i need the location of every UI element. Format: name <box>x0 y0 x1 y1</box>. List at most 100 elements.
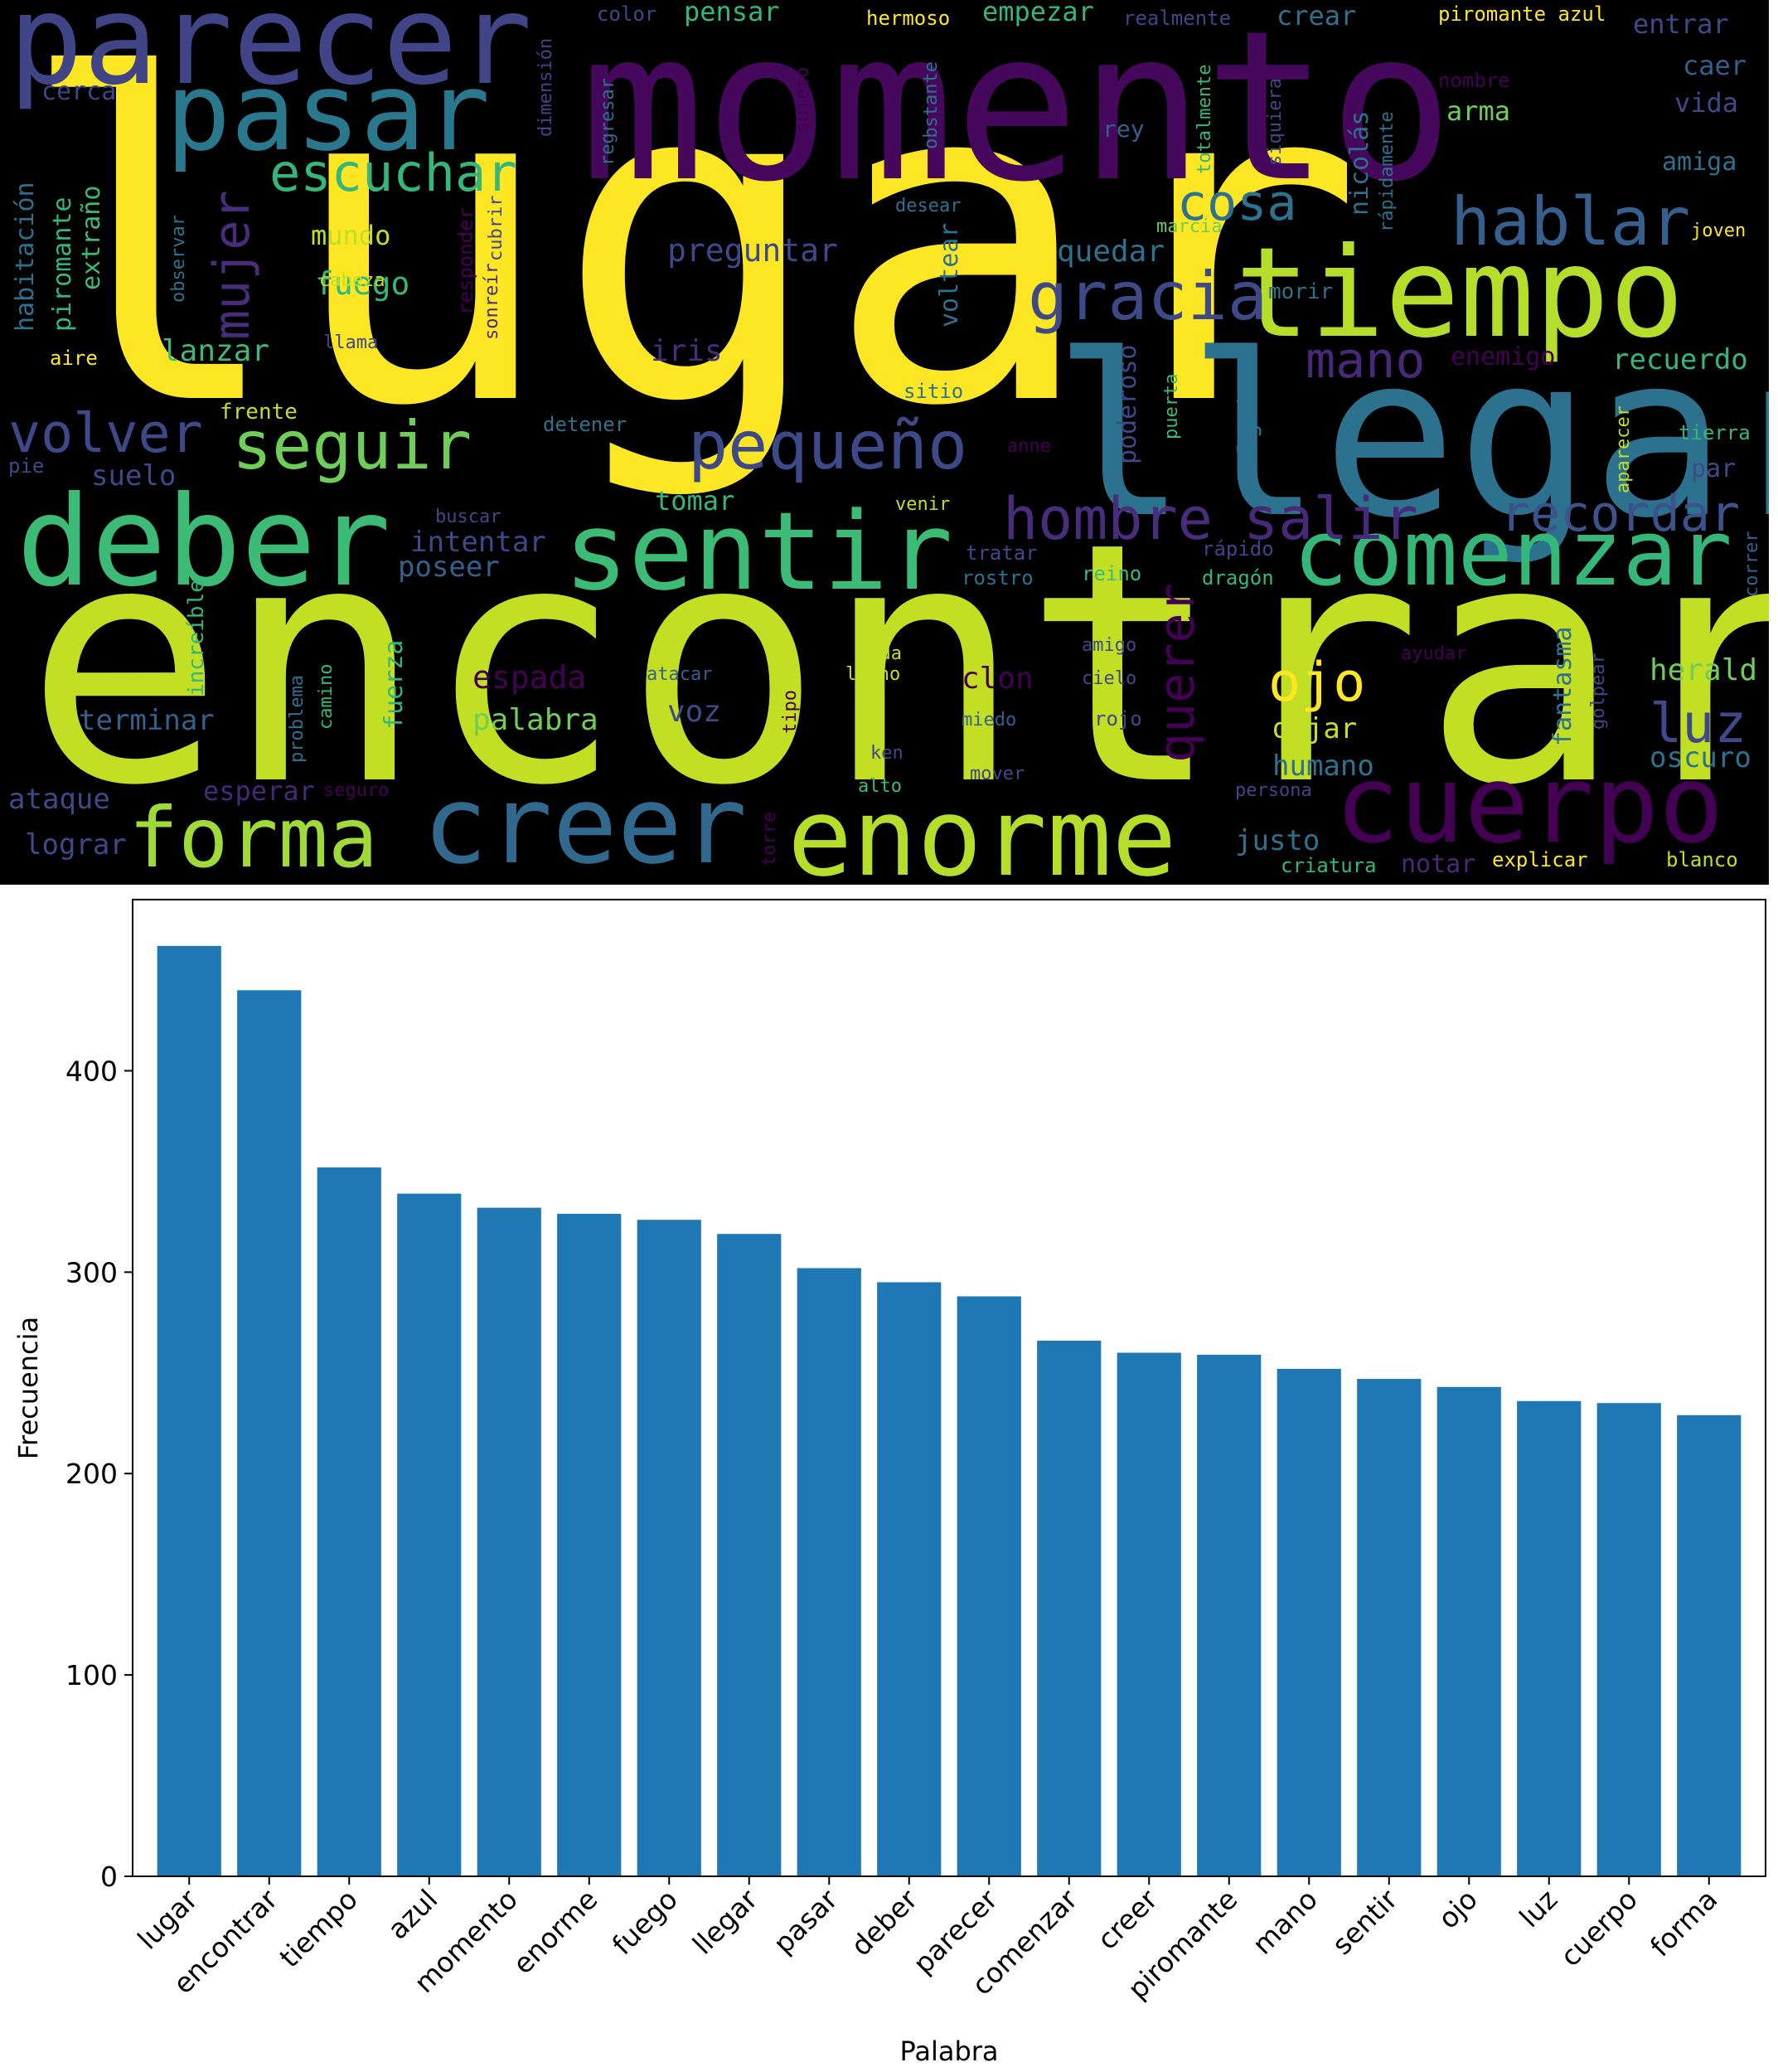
word-cloud-word: miedo <box>962 710 1016 730</box>
x-tick-label: fuego <box>606 1883 684 1961</box>
bar-azul <box>397 1193 462 1876</box>
word-cloud-word: tipo <box>780 690 801 734</box>
word-cloud-word: lleno <box>845 664 900 685</box>
bar-momento <box>477 1207 541 1876</box>
y-tick-label: 200 <box>65 1458 118 1490</box>
word-cloud-word: sentir <box>564 488 953 614</box>
word-cloud-background <box>0 0 1769 885</box>
word-cloud-word: volver <box>8 403 203 465</box>
word-cloud-word: justo <box>1235 824 1320 857</box>
word-cloud-word: golpear <box>1588 653 1609 730</box>
y-tick-label: 400 <box>65 1055 118 1087</box>
word-cloud-word: enorme <box>787 774 1177 885</box>
word-cloud-word: quedar <box>1057 235 1165 269</box>
word-cloud-word: regresar <box>598 78 618 166</box>
bar-pasar <box>797 1268 861 1876</box>
x-tick-label: azul <box>381 1883 443 1945</box>
word-cloud-word: par <box>1691 454 1736 483</box>
bar-llegar <box>717 1234 782 1876</box>
word-cloud-word: clon <box>962 662 1034 696</box>
word-cloud-word: voz <box>667 695 721 729</box>
word-cloud-word: creer <box>423 762 747 885</box>
x-tick-label: pasar <box>767 1883 844 1960</box>
word-cloud-word: hombre <box>1003 485 1213 553</box>
word-cloud-word: obstante <box>921 61 942 149</box>
y-axis-label: Frecuencia <box>12 1317 44 1459</box>
plot-border <box>132 899 1766 1877</box>
word-cloud-word: rostro <box>962 566 1034 590</box>
word-cloud-word: fuerza <box>380 640 409 730</box>
word-cloud-word: enemigo <box>1451 342 1555 371</box>
word-cloud-word: dragón <box>1202 566 1274 590</box>
word-cloud-word: desear <box>895 196 961 216</box>
bar-sentir <box>1357 1379 1422 1876</box>
word-cloud-word: sonreír <box>482 263 502 340</box>
word-cloud-word: encontrar <box>25 473 1769 858</box>
word-cloud-word: tomar <box>655 485 734 517</box>
word-cloud-word: problema <box>287 675 308 763</box>
bar-deber <box>877 1282 942 1876</box>
word-cloud-word: cielo <box>1082 668 1136 689</box>
word-cloud-word: piromante azul <box>1438 2 1606 26</box>
word-cloud-word: notar <box>1401 850 1475 879</box>
word-cloud-word: rey <box>1102 115 1145 143</box>
word-cloud-word: amigo <box>1082 635 1136 656</box>
word-cloud-word: frente <box>220 400 298 425</box>
word-cloud-word: atacar <box>647 664 712 685</box>
x-tick-label: sentir <box>1325 1883 1403 1961</box>
word-cloud-word: extraño <box>77 186 106 290</box>
word-cloud-word: tratar <box>966 541 1038 565</box>
word-cloud-word: comenzar <box>1293 500 1732 606</box>
x-tick-label: forma <box>1644 1883 1723 1963</box>
word-cloud-word: seguir <box>232 407 472 484</box>
word-cloud-word: explicar <box>1492 848 1588 871</box>
word-cloud-word: querer <box>1148 583 1206 763</box>
word-cloud-word: alguien <box>1233 364 1262 468</box>
word-cloud-word: fuego <box>315 265 409 302</box>
word-cloud-word: vida <box>1674 87 1738 119</box>
word-cloud-word: rojo <box>1094 707 1142 730</box>
word-cloud-word: siquiera <box>1265 78 1286 166</box>
word-cloud-word: increíble <box>184 580 209 696</box>
word-cloud-word: esperar <box>203 775 315 807</box>
bar-creer <box>1117 1352 1181 1876</box>
word-cloud-word: tiempo <box>1235 221 1684 366</box>
word-cloud-word: detener <box>543 413 627 436</box>
word-cloud-word: puerta <box>1161 374 1182 439</box>
x-tick-label: llegar <box>686 1883 764 1961</box>
word-cloud-word: aire <box>50 347 98 370</box>
word-cloud-word: ataque <box>8 783 110 816</box>
word-cloud-word: oscuro <box>1650 741 1751 774</box>
word-cloud-word: aparecer <box>1613 405 1634 493</box>
word-cloud-word: observar <box>168 215 189 303</box>
word-cloud-word: dimensión <box>535 38 556 137</box>
word-cloud-word: parecer <box>8 0 532 113</box>
word-cloud-word: llegar <box>1053 306 1769 567</box>
x-tick-label: ojo <box>1432 1883 1484 1935</box>
word-cloud-word: lograr <box>25 828 127 861</box>
word-cloud-word: rápidamente <box>1377 111 1398 232</box>
word-cloud-word: lugar <box>17 0 1364 504</box>
word-cloud-word: intentar <box>410 526 546 559</box>
word-cloud-word: mujer <box>203 190 261 340</box>
word-cloud-word: mover <box>970 764 1025 784</box>
word-cloud-word: salir <box>1243 485 1418 553</box>
word-cloud-word: preguntar <box>667 232 838 269</box>
x-axis-label: Palabra <box>899 2036 998 2067</box>
word-cloud-word: dejar <box>1272 712 1357 745</box>
word-cloud-word: lanzar <box>162 334 269 368</box>
word-cloud-word: cabeza <box>319 270 385 291</box>
word-cloud-word: caer <box>1683 50 1747 81</box>
word-cloud-word: pequeño <box>688 407 967 484</box>
word-cloud-word: joven <box>1691 221 1746 241</box>
word-cloud-word: llama <box>323 332 378 353</box>
x-tick-label: deber <box>845 1883 924 1963</box>
word-cloud-word: fantasma <box>1548 627 1577 747</box>
word-cloud-word: arma <box>1446 95 1510 127</box>
word-cloud-word: mundo <box>311 220 390 251</box>
word-cloud-word: torre <box>759 812 780 866</box>
word-cloud-word: correr <box>1742 531 1762 597</box>
word-cloud-word: crear <box>1277 0 1356 32</box>
word-cloud-word: forma <box>128 789 378 885</box>
